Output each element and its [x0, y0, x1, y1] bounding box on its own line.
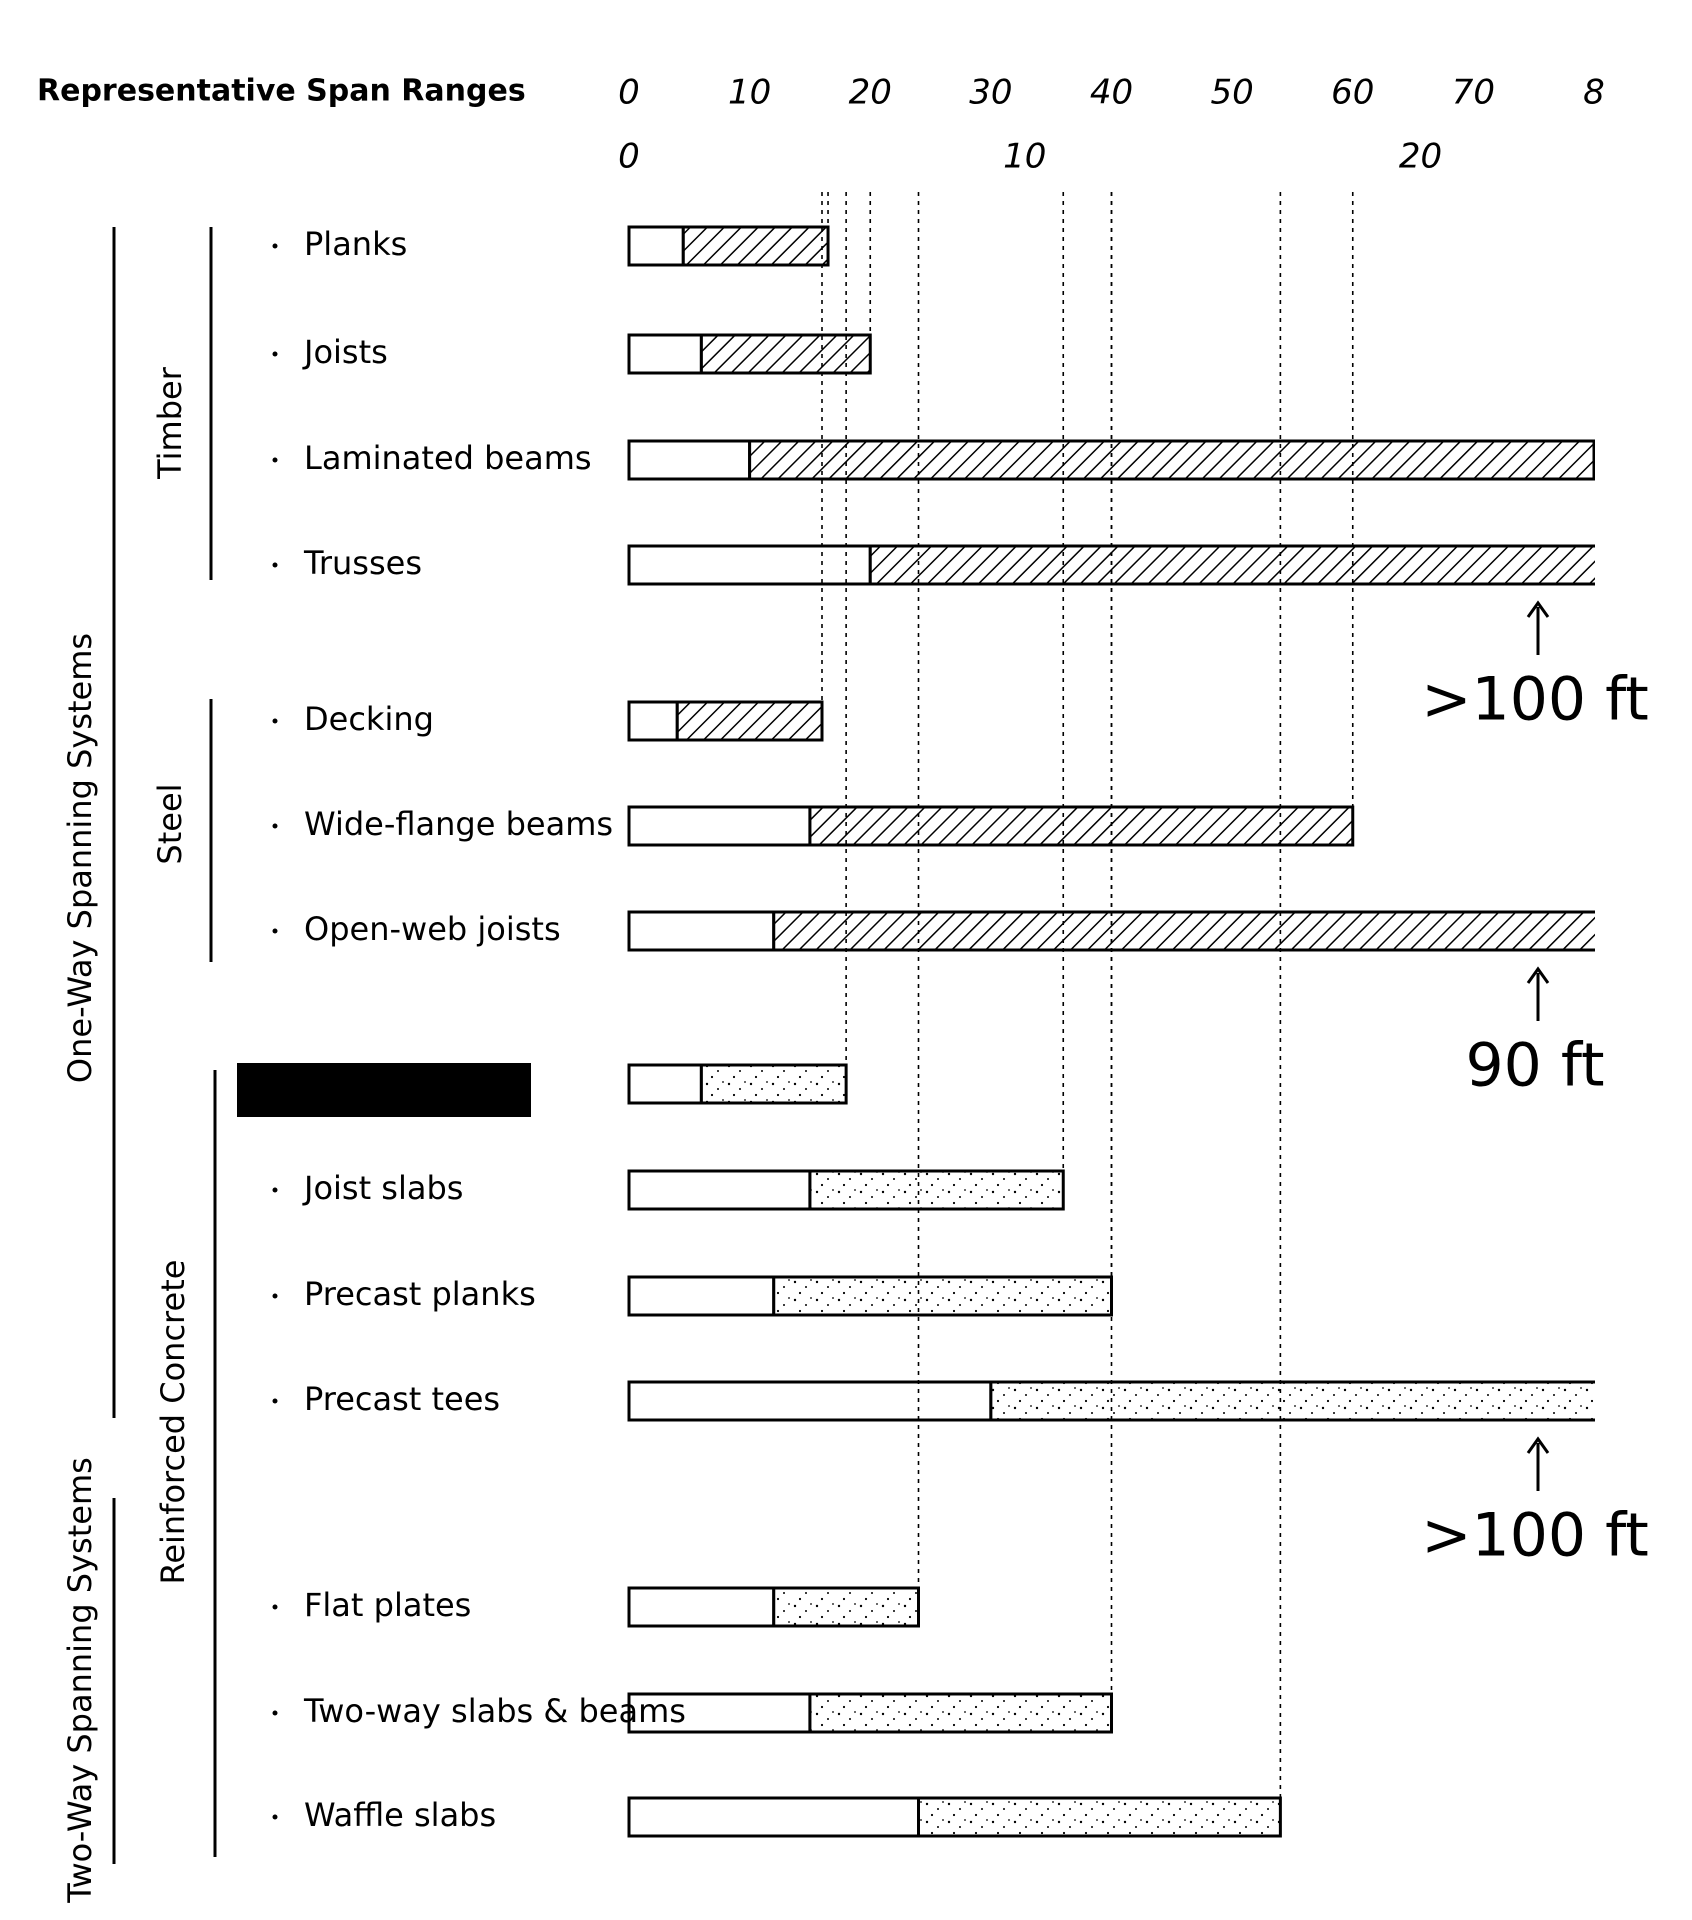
x-tick-label: 10 — [728, 73, 771, 113]
row-label: Waffle slabs — [304, 1796, 496, 1834]
row-label: Open-web joists — [304, 910, 561, 948]
bar-low — [627, 1063, 703, 1105]
bar-range — [808, 805, 1355, 847]
bullet — [272, 1710, 278, 1716]
bar-low — [627, 1796, 920, 1838]
group-label: Steel — [151, 783, 189, 864]
x2-tick-label: 0 — [618, 137, 640, 177]
bar-range — [808, 1169, 1065, 1211]
row-label: Precast planks — [304, 1275, 536, 1313]
bullet — [272, 1604, 278, 1610]
bar-range — [675, 700, 824, 742]
row-label: Wide-flange beams — [304, 805, 613, 843]
plot — [627, 225, 1595, 1838]
bar-range — [917, 1796, 1282, 1838]
bar-range — [808, 1692, 1113, 1734]
annotation: >100 ft — [1421, 1501, 1648, 1571]
chart-title: Representative Span Ranges — [37, 74, 526, 109]
x-tick-label: 30 — [969, 73, 1012, 113]
annotation: 90 ft — [1465, 1031, 1604, 1101]
bar-range — [989, 1380, 1595, 1422]
x-tick-label: 40 — [1090, 73, 1133, 113]
bar-range — [868, 544, 1595, 586]
bullet — [272, 928, 278, 934]
bar-low — [627, 544, 872, 586]
row-label: Decking — [304, 700, 434, 738]
bullet — [272, 562, 278, 568]
bar-range — [699, 333, 872, 375]
row-label: Joist slabs — [302, 1169, 463, 1207]
x-tick-label: 20 — [849, 73, 892, 113]
group-label: Timber — [151, 366, 189, 480]
bar-range — [772, 1586, 920, 1628]
bullet — [272, 351, 278, 357]
group-label: One-Way Spanning Systems — [61, 633, 99, 1083]
x-tick-label: 0 — [618, 73, 640, 113]
x-tick-label: 50 — [1210, 73, 1253, 113]
bullet — [272, 1814, 278, 1820]
bullet — [272, 1398, 278, 1404]
bar-range — [772, 1275, 1113, 1317]
bar-range — [681, 225, 830, 267]
arrow-head — [1526, 1436, 1550, 1454]
bar-low — [627, 1380, 993, 1422]
row-label: Precast tees — [304, 1380, 500, 1418]
bar-low — [627, 225, 685, 267]
x-tick-label: 8 — [1583, 73, 1605, 113]
bar-low — [627, 1169, 812, 1211]
group-label: Two-Way Spanning Systems — [61, 1457, 99, 1904]
bar-low — [627, 1275, 776, 1317]
row-label: Flat plates — [304, 1586, 471, 1624]
redacted-label — [237, 1063, 531, 1117]
bar-low — [627, 1586, 776, 1628]
x-tick-label: 70 — [1452, 73, 1495, 113]
row-label: Planks — [304, 225, 407, 263]
row-label: Trusses — [303, 544, 422, 582]
bullet — [272, 718, 278, 724]
bar-low — [627, 805, 812, 847]
group-label: Reinforced Concrete — [154, 1260, 192, 1585]
row-label: Two-way slabs & beams — [303, 1692, 686, 1730]
x-tick-label: 60 — [1331, 73, 1374, 113]
x2-tick-label: 20 — [1399, 137, 1442, 177]
arrow-head — [1526, 966, 1550, 984]
arrow-head — [1526, 600, 1550, 618]
bar-low — [627, 439, 752, 481]
bar-range — [748, 439, 1595, 481]
row-label: Laminated beams — [304, 439, 592, 477]
bar-range — [699, 1063, 848, 1105]
bullet — [272, 243, 278, 249]
row-label: Joists — [302, 333, 388, 371]
bullet — [272, 823, 278, 829]
bullet — [272, 1293, 278, 1299]
x2-tick-label: 10 — [1003, 137, 1046, 177]
bullet — [272, 1187, 278, 1193]
annotation: >100 ft — [1421, 665, 1648, 735]
bullet — [272, 457, 278, 463]
bar-low — [627, 333, 703, 375]
bar-low — [627, 700, 679, 742]
bar-range — [772, 910, 1595, 952]
bar-low — [627, 910, 776, 952]
